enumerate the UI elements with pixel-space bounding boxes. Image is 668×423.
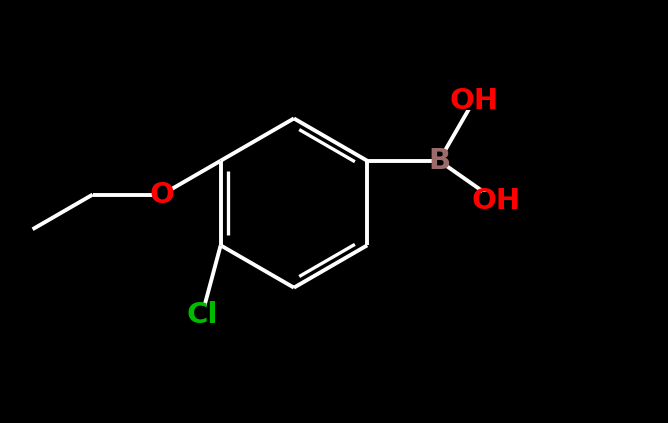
Text: B: B — [428, 147, 450, 175]
Text: O: O — [150, 181, 174, 209]
Text: OH: OH — [449, 87, 498, 115]
FancyBboxPatch shape — [482, 192, 510, 209]
Text: OH: OH — [472, 187, 520, 214]
FancyBboxPatch shape — [155, 186, 170, 203]
Text: Cl: Cl — [186, 301, 218, 329]
FancyBboxPatch shape — [460, 92, 488, 110]
FancyBboxPatch shape — [432, 152, 446, 170]
FancyBboxPatch shape — [190, 306, 214, 324]
